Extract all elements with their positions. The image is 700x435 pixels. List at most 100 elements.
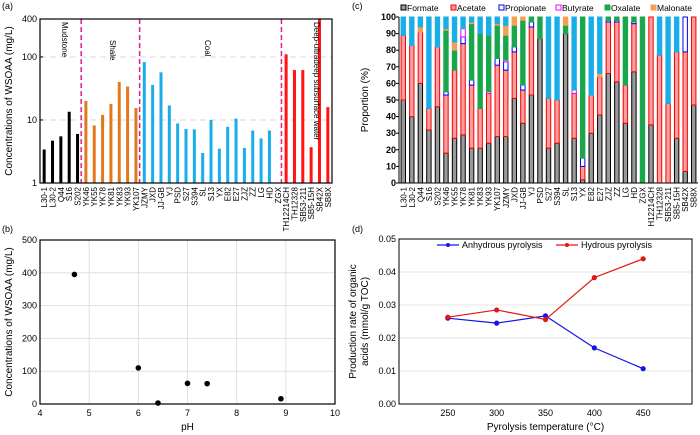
bar-segment-propionate — [503, 61, 509, 71]
bar-segment-malonate — [417, 26, 424, 33]
legend-swatch-butyrate — [555, 4, 562, 11]
legend-label: Butyrate — [562, 3, 594, 13]
x-tick-label: L30-2 — [408, 186, 417, 207]
group-label: Shale — [108, 40, 117, 61]
bar-segment-succinate — [503, 16, 509, 26]
y-axis-label-line: Production rate of organic — [348, 264, 359, 379]
x-tick-label: L30-2 — [49, 186, 58, 207]
x-tick-label: YK83 — [115, 186, 124, 206]
legend-swatch-oxalate — [604, 4, 611, 11]
x-tick-label: LG — [621, 187, 630, 198]
y-axis-label: Concentrations of WSOAA (mg/L) — [4, 247, 15, 397]
bar-segment-propionate — [682, 16, 688, 53]
legend-label: Acetate — [457, 3, 486, 13]
bar-segment-succinate — [673, 16, 680, 53]
legend-marker — [446, 243, 450, 247]
bar-segment-oxalate — [503, 34, 509, 61]
legend-label: Propionate — [505, 3, 546, 13]
bar-segment-oxalate — [494, 24, 500, 59]
x-tick-label: S13 — [207, 186, 216, 201]
bar-segment-acetate — [691, 16, 697, 106]
bar — [317, 19, 321, 183]
x-tick-label: JZMY — [502, 186, 511, 208]
bar-segment-propionate — [528, 21, 535, 28]
x-tick-label: 5 — [87, 408, 92, 418]
y-tick-label: 40 — [386, 112, 396, 122]
bar-segment-succinate — [400, 16, 406, 36]
bar-segment-formate — [426, 129, 432, 184]
legend-marker — [565, 243, 569, 247]
y-tick-label: 500 — [22, 235, 37, 245]
bar-segment-acetate — [665, 102, 671, 184]
bar-segment-acetate — [520, 89, 526, 124]
bar — [309, 147, 313, 183]
bar-segment-acetate — [554, 99, 560, 144]
y-axis-label: Concentrations of WSOAA (mg/L) — [4, 26, 15, 176]
y-tick-label: 0.01 — [378, 366, 396, 376]
x-tick-label: 350 — [538, 408, 553, 418]
x-tick-label: ZJZ — [604, 187, 613, 201]
x-tick-label: YX — [215, 186, 224, 197]
bar-segment-acetate — [417, 31, 424, 84]
y-tick-label: 0.05 — [378, 234, 396, 244]
x-tick-label: S202 — [74, 186, 83, 205]
x-tick-label: YK107 — [132, 186, 141, 211]
data-point — [494, 320, 500, 326]
y-axis-label-line: acids (mmol/g TOC) — [360, 277, 371, 366]
bar-segment-oxalate — [468, 23, 475, 81]
y-tick-label: 80 — [386, 45, 396, 55]
bar — [51, 140, 55, 183]
y-tick-label: 100 — [22, 366, 37, 376]
bar — [151, 84, 155, 183]
bar-segment-malonate — [511, 16, 518, 26]
x-tick-label: 4 — [37, 408, 42, 418]
x-tick-label: E27 — [596, 186, 605, 201]
data-point — [204, 380, 210, 387]
bar-segment-acetate — [528, 26, 535, 96]
bar-segment-acetate — [426, 107, 432, 131]
data-point — [135, 365, 142, 371]
bar-segment-propionate — [520, 84, 526, 91]
x-tick-label: PSD — [174, 187, 183, 204]
legend-label: Formate — [407, 3, 439, 13]
bar-segment-acetate — [656, 54, 663, 184]
data-point — [640, 256, 646, 262]
x-tick-label: L30-1 — [40, 186, 49, 207]
x-tick-label: JXD — [149, 187, 158, 202]
x-tick-label: SB8X — [690, 186, 699, 207]
x-tick-label: Q44 — [416, 186, 425, 202]
group-label: Deep-ultradeep subsurface water — [312, 22, 321, 141]
x-tick-label: ZZ — [613, 187, 622, 197]
x-tick-label: SB5-15H — [673, 187, 682, 220]
y-tick-label: 0.02 — [378, 333, 396, 343]
bar-segment-acetate — [648, 16, 654, 126]
bar — [142, 62, 146, 183]
bar — [259, 138, 263, 183]
x-tick-label: 6 — [136, 408, 141, 418]
x-tick-label: S27 — [182, 186, 191, 201]
y-tick-label: 100 — [381, 12, 396, 22]
bar-segment-succinate — [443, 16, 449, 30]
bar-segment-oxalate — [528, 16, 535, 23]
x-tick-label: TH12328 — [656, 186, 665, 219]
x-tick-label: SL — [199, 186, 208, 196]
x-tick-label: SB42X — [315, 186, 324, 212]
x-tick-label: JZMY — [140, 186, 149, 208]
bar-segment-acetate — [468, 84, 475, 149]
bar — [192, 129, 196, 183]
bar-segment-succinate — [451, 16, 458, 43]
x-tick-label: ZJZ — [240, 187, 249, 201]
x-tick-label: E27 — [232, 186, 241, 201]
data-point — [542, 313, 549, 319]
plot-frame — [398, 238, 693, 405]
bar-segment-formate — [648, 124, 654, 184]
bar-segment-succinate — [468, 16, 475, 23]
y-tick-label: 20 — [386, 145, 396, 155]
plot-frame — [39, 239, 336, 405]
bar — [176, 123, 180, 183]
x-tick-label: 10 — [330, 408, 340, 418]
x-tick-label: E82 — [224, 186, 233, 201]
y-tick-label: 70 — [386, 62, 396, 72]
panel-label-d: (d) — [352, 224, 363, 234]
bar-segment-succinate — [588, 16, 594, 96]
